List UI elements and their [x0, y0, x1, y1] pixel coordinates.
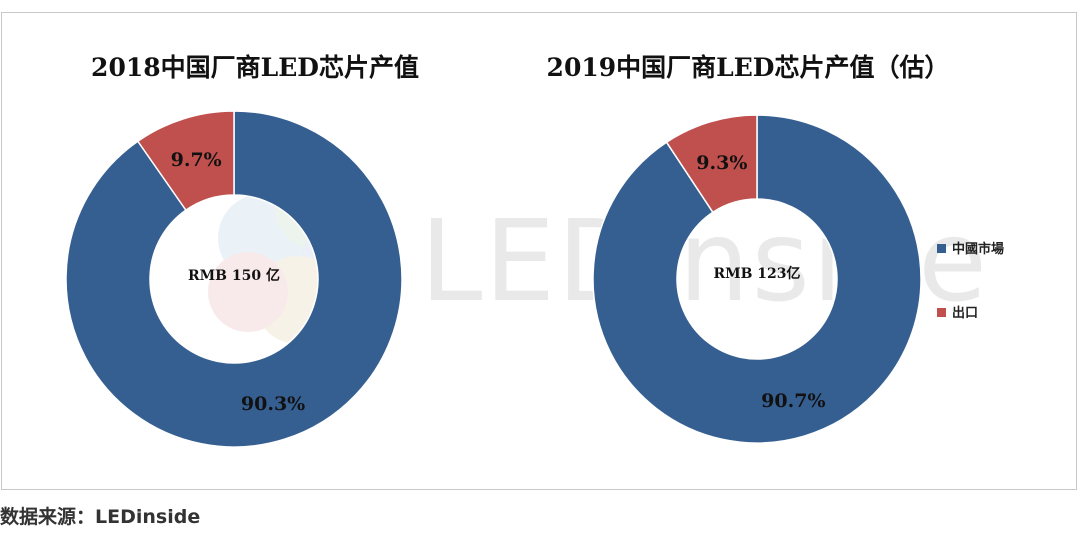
data-source: 数据来源：LEDinside — [0, 506, 201, 528]
donut-slices — [592, 114, 922, 444]
slice-china-market — [65, 110, 403, 448]
data-labels: 90.7% 9.3% — [696, 152, 825, 412]
chart-title: 2019中国厂商LED芯片产值（估） — [547, 53, 950, 82]
center-label: RMB 150 亿 — [188, 267, 280, 284]
donut-chart-2019: 2019中国厂商LED芯片产值（估） RMB 123亿 90.7% 9.3% — [547, 53, 950, 444]
legend: 中國市場 出口 — [937, 241, 1004, 321]
legend-swatch-export — [937, 308, 946, 317]
slice-export — [136, 110, 235, 212]
center-label: RMB 123亿 — [713, 265, 800, 282]
chart-title: 2018中国厂商LED芯片产值 — [91, 53, 419, 82]
data-label-export: 9.3% — [696, 152, 747, 174]
legend-swatch-china-market — [937, 244, 946, 253]
legend-label-china-market: 中國市場 — [952, 241, 1004, 257]
donut-chart-2018: 2018中国厂商LED芯片产值 RMB 150 亿 90.3% 9.7% — [65, 53, 419, 448]
slice-export — [665, 114, 758, 214]
data-label-export: 9.7% — [171, 149, 222, 171]
data-label-china-market: 90.7% — [761, 390, 825, 412]
data-labels: 90.3% 9.7% — [171, 149, 306, 415]
slice-china-market — [592, 114, 922, 444]
data-label-china-market: 90.3% — [241, 393, 305, 415]
legend-label-export: 出口 — [952, 305, 978, 321]
donut-slices — [65, 110, 403, 448]
